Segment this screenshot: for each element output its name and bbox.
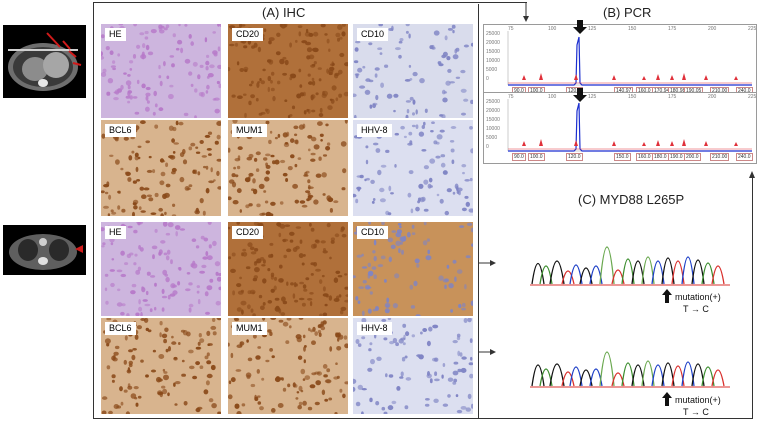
pcr-size-label: 100.0 [528,153,545,161]
mutation-arrow-bottom [662,392,672,411]
pcr-y-tick: 10000 [486,58,500,64]
ihc-tile-label: CD10 [357,28,389,41]
pcr-size-label: 200.0 [684,153,701,161]
ihc-tile-label: CD10 [357,226,389,239]
ihc-tile-mum1-2: MUM1 [228,120,348,216]
mutation-change-bottom: T → C [683,407,709,417]
pcr-axis-tick: 150 [628,94,637,100]
chromatogram-top [530,246,730,286]
pcr-y-tick: 25000 [486,99,500,105]
pcr-y-tick: 5000 [486,67,498,73]
ihc-tile-cd10-1: CD10 [353,24,473,118]
ihc-tile-label: MUM1 [232,322,267,335]
pcr-size-label: 160.0 [636,153,653,161]
ihc-tile-label: HHV-8 [357,124,392,137]
pcr-size-label: 180.0 [652,153,669,161]
pcr-axis-tick: 200 [708,26,717,32]
ihc-tile-he-1: HE [101,24,221,118]
mutation-change-top: T → C [683,304,709,314]
ihc-tile-bcl6-2: BCL6 [101,120,221,216]
pcr-y-tick: 5000 [486,135,498,141]
pcr-size-label: 150.0 [614,153,631,161]
ihc-tile-bcl6-4: BCL6 [101,318,221,414]
pcr-axis-tick: 125 [588,94,597,100]
pcr-axis-tick: 125 [588,26,597,32]
pcr-y-tick: 15000 [486,117,500,123]
mutation-arrow-top [662,289,672,308]
pcr-y-tick: 20000 [486,108,500,114]
ihc-tile-cd20-3: CD20 [228,222,348,316]
pcr-y-tick: 25000 [486,31,500,37]
panel-a-title: (A) IHC [262,5,306,20]
frame-left-line [93,2,94,418]
ihc-tile-label: BCL6 [105,322,136,335]
ihc-tile-he-3: HE [101,222,221,316]
pcr-axis-tick: 100 [548,94,557,100]
mutation-label-bottom: mutation(+) [675,395,721,405]
pcr-axis-tick: 225 [748,26,757,32]
frame-right-line [752,176,753,419]
pcr-y-tick: 20000 [486,40,500,46]
ihc-tile-cd20-1: CD20 [228,24,348,118]
pcr-y-tick: 15000 [486,49,500,55]
pcr-axis-tick: 175 [668,26,677,32]
ihc-tile-label: BCL6 [105,124,136,137]
pcr-trace-top [507,31,752,86]
frame-divider-line [478,4,479,418]
pcr-y-tick: 10000 [486,126,500,132]
pcr-bottom-peak-arrow [573,88,587,107]
panel-c-title: (C) MYD88 L265P [578,192,685,207]
mutation-label-top: mutation(+) [675,292,721,302]
ct-scan-top [3,25,86,98]
ihc-tile-label: HE [105,226,126,239]
ct-scan-bottom [3,225,86,275]
pcr-y-tick: 0 [486,144,489,150]
pcr-axis-tick: 150 [628,26,637,32]
ihc-tile-label: HE [105,28,126,41]
pcr-size-label: 90.0 [512,153,526,161]
pcr-top-peak-arrow [573,20,587,39]
pcr-axis-tick: 200 [708,94,717,100]
ihc-tile-label: MUM1 [232,124,267,137]
pcr-plot-top: 75 100 125 150 175 200 225 25000 20000 15000 1000… [483,24,757,98]
ihc-tile-label: CD20 [232,226,264,239]
ihc-tile-hhv8-4: HHV-8 [353,318,473,414]
pcr-trace-bottom [507,99,752,152]
pcr-size-label: 120.0 [566,153,583,161]
frame-bottom-line [93,418,753,419]
chromatogram-bottom [530,351,730,388]
panel-b-title: (B) PCR [603,5,652,20]
pcr-axis-tick: 75 [508,26,514,32]
ihc-tile-mum1-4: MUM1 [228,318,348,414]
pcr-axis-tick: 100 [548,26,557,32]
ihc-tile-label: HHV-8 [357,322,392,335]
ihc-tile-hhv8-2: HHV-8 [353,120,473,216]
ihc-tile-label: CD20 [232,28,264,41]
pcr-size-label: 210.00 [710,153,730,161]
pcr-size-label: 240.0 [736,153,753,161]
pcr-axis-tick: 175 [668,94,677,100]
frame-top-line [93,2,527,3]
ihc-tile-cd10-3: CD10 [353,222,473,316]
pcr-axis-tick: 75 [508,94,514,100]
pcr-axis-tick: 225 [748,94,757,100]
pcr-y-tick: 0 [486,76,489,82]
pcr-size-label: 190.0 [668,153,685,161]
pcr-plot-bottom: 75 100 125 150 175 200 225 25000 20000 15000 1000… [483,92,757,164]
